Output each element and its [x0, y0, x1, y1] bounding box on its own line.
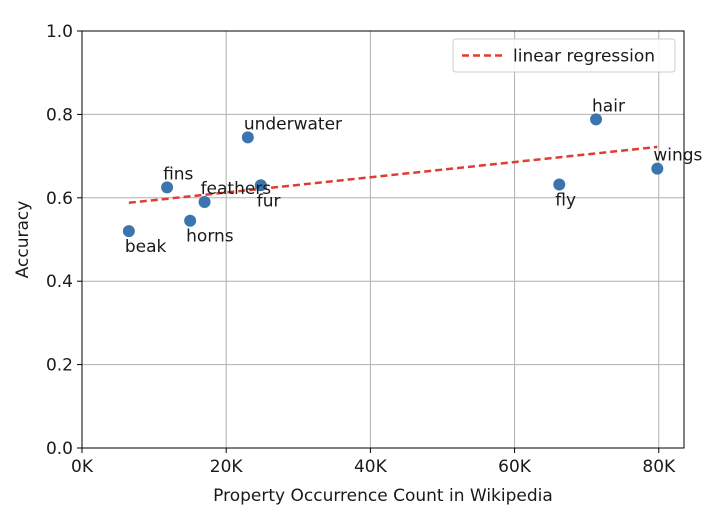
- point-label-fur: fur: [257, 191, 281, 211]
- point-label-underwater: underwater: [244, 114, 342, 134]
- x-tick-label: 0K: [71, 457, 94, 477]
- data-point-hair: [590, 113, 603, 126]
- y-tick-label: 0.0: [46, 439, 73, 459]
- data-point-wings: [651, 162, 664, 175]
- y-tick-label: 0.2: [46, 356, 73, 376]
- x-axis-ticks: 0K 20K 40K 60K 80K: [71, 448, 676, 477]
- points-layer: [122, 113, 664, 238]
- y-tick-label: 0.8: [46, 105, 73, 125]
- data-point-horns: [184, 214, 197, 227]
- x-tick-label: 60K: [498, 457, 532, 477]
- data-point-fins: [161, 181, 174, 194]
- legend-label-regression: linear regression: [513, 47, 655, 67]
- x-axis-label: Property Occurrence Count in Wikipedia: [213, 486, 553, 506]
- data-point-fur: [254, 179, 267, 192]
- legend: linear regression: [452, 38, 676, 73]
- point-label-horns: horns: [186, 227, 234, 247]
- data-point-underwater: [241, 131, 254, 144]
- point-label-beak: beak: [125, 237, 167, 257]
- x-tick-label: 40K: [354, 457, 388, 477]
- point-label-feathers: feathers: [201, 179, 272, 199]
- legend-box: [452, 38, 676, 73]
- y-axis-label: Accuracy: [13, 201, 33, 279]
- regression-layer: [128, 145, 658, 205]
- plot-frame: [81, 30, 685, 449]
- data-point-fly: [553, 178, 566, 191]
- y-tick-label: 0.4: [46, 272, 73, 292]
- x-tick-label: 20K: [210, 457, 244, 477]
- data-point-feathers: [198, 195, 211, 208]
- point-label-fins: fins: [163, 164, 193, 184]
- y-tick-label: 1.0: [46, 22, 73, 42]
- point-labels: beak fins horns feathers underwater fur fly hai…: [125, 96, 703, 257]
- y-axis-ticks: 0.0 0.2 0.4 0.6 0.8 1.0: [46, 22, 82, 459]
- point-label-hair: hair: [592, 96, 625, 116]
- point-label-fly: fly: [555, 190, 576, 210]
- y-tick-label: 0.6: [46, 189, 73, 209]
- point-label-wings: wings: [653, 146, 702, 166]
- data-point-beak: [122, 225, 135, 238]
- regression-line: [128, 145, 658, 205]
- x-tick-label: 80K: [642, 457, 676, 477]
